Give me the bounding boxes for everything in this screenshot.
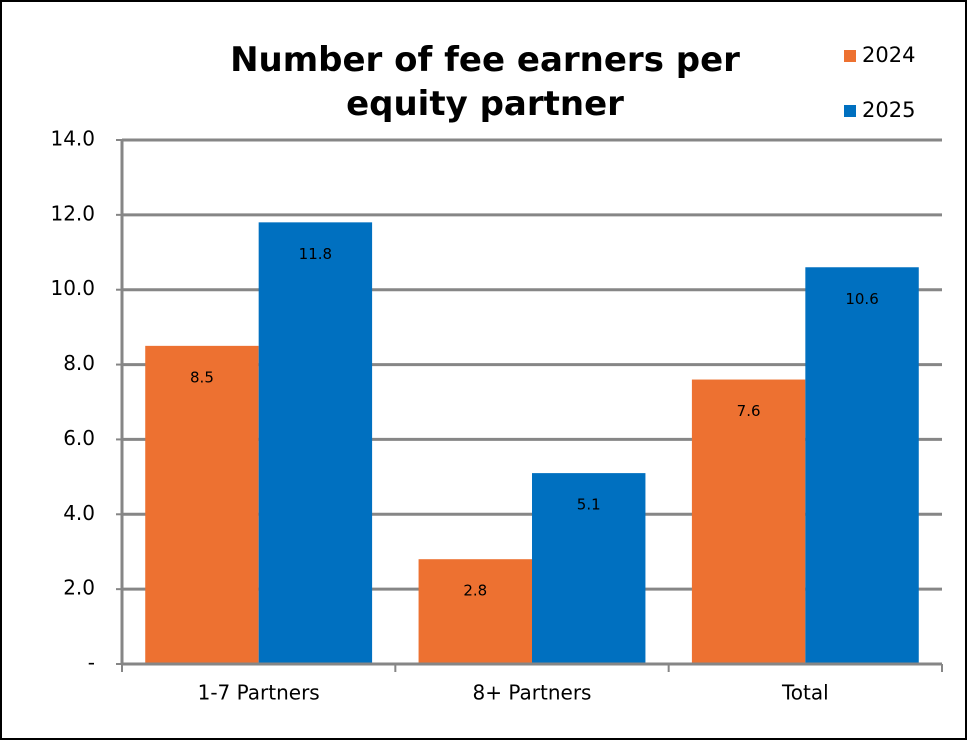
data-label: 11.8 [299,245,332,263]
x-tick-label: Total [781,681,829,705]
y-tick-label: 12.0 [50,201,95,225]
data-label: 10.6 [845,290,878,308]
data-label: 8.5 [190,368,214,386]
bar [805,267,919,664]
bar [532,473,646,664]
legend-label: 2025 [862,98,915,122]
x-tick-label: 8+ Partners [473,681,592,705]
y-tick-label: 4.0 [63,501,95,525]
legend-label: 2024 [862,43,915,67]
bar [418,559,532,664]
y-tick-label: 6.0 [63,426,95,450]
y-tick-label: - [88,651,95,675]
y-tick-label: 14.0 [50,127,95,151]
legend-swatch [844,50,856,62]
data-label: 7.6 [737,402,761,420]
data-label: 5.1 [577,496,601,514]
bar [145,345,259,664]
y-tick-label: 2.0 [63,576,95,600]
x-tick-label: 1-7 Partners [198,681,320,705]
chart-title: Number of fee earners per equity partner [230,40,740,124]
legend-swatch [844,105,856,117]
y-tick-label: 8.0 [63,351,95,375]
data-label: 2.8 [463,582,487,600]
bar [258,222,373,665]
bar [691,379,806,664]
y-tick-label: 10.0 [50,276,95,300]
